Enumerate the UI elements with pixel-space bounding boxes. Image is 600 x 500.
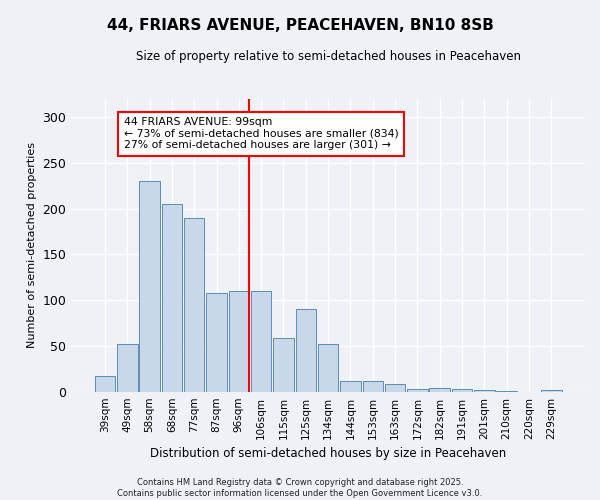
Bar <box>541 390 562 392</box>
Bar <box>206 293 227 392</box>
Y-axis label: Number of semi-detached properties: Number of semi-detached properties <box>27 142 37 348</box>
Bar <box>452 389 472 392</box>
Title: Size of property relative to semi-detached houses in Peacehaven: Size of property relative to semi-detach… <box>136 50 521 63</box>
Bar <box>251 291 271 392</box>
Bar <box>430 388 450 392</box>
Bar <box>273 338 294 392</box>
Bar <box>117 344 137 392</box>
Bar <box>318 344 338 392</box>
Text: Contains HM Land Registry data © Crown copyright and database right 2025.
Contai: Contains HM Land Registry data © Crown c… <box>118 478 482 498</box>
Bar <box>296 310 316 392</box>
Bar <box>385 384 406 392</box>
Text: 44, FRIARS AVENUE, PEACEHAVEN, BN10 8SB: 44, FRIARS AVENUE, PEACEHAVEN, BN10 8SB <box>107 18 493 32</box>
Bar <box>362 380 383 392</box>
Bar <box>95 376 115 392</box>
Text: 44 FRIARS AVENUE: 99sqm
← 73% of semi-detached houses are smaller (834)
27% of s: 44 FRIARS AVENUE: 99sqm ← 73% of semi-de… <box>124 117 398 150</box>
Bar <box>139 181 160 392</box>
Bar <box>407 389 428 392</box>
Bar <box>161 204 182 392</box>
X-axis label: Distribution of semi-detached houses by size in Peacehaven: Distribution of semi-detached houses by … <box>150 447 506 460</box>
Bar <box>474 390 494 392</box>
Bar <box>184 218 205 392</box>
Bar <box>496 391 517 392</box>
Bar <box>340 380 361 392</box>
Bar <box>229 291 249 392</box>
